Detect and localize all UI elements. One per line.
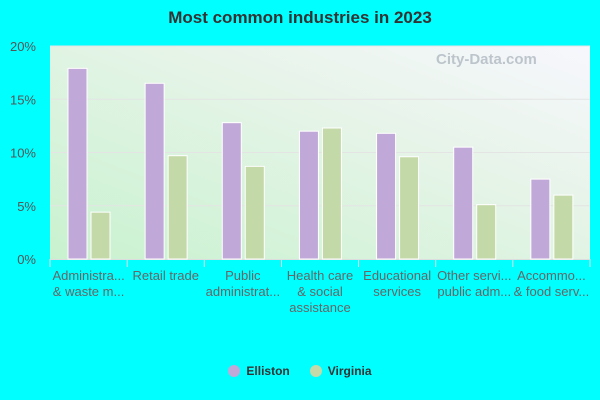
legend-swatch <box>309 365 322 377</box>
legend-swatch <box>228 365 241 377</box>
bar-virginia <box>399 156 420 260</box>
chart-title: Most common industries in 2023 <box>168 8 432 27</box>
legend-item: Elliston <box>228 364 290 378</box>
bar-elliston <box>144 82 165 260</box>
category-label: services <box>373 284 421 299</box>
y-tick-label: 10% <box>10 146 36 161</box>
bar-elliston <box>67 67 88 260</box>
category-label: & social <box>297 284 343 299</box>
category-label: Educational <box>363 268 431 283</box>
category-label: Accommo... <box>517 268 586 283</box>
bar-elliston <box>530 178 551 260</box>
bar-virginia <box>553 194 574 260</box>
bar-virginia <box>476 204 497 260</box>
bar-virginia <box>90 211 111 260</box>
category-label: assistance <box>289 300 350 315</box>
y-tick-label: 15% <box>10 92 36 107</box>
category-label: Administra... <box>52 268 124 283</box>
legend-item: Virginia <box>309 364 372 378</box>
legend-label: Elliston <box>246 364 290 378</box>
bar-elliston <box>376 132 397 260</box>
watermark: City-Data.com <box>436 51 537 68</box>
bar-virginia <box>167 155 188 260</box>
bar-elliston <box>298 130 319 260</box>
y-tick-label: 0% <box>17 252 36 267</box>
bar-virginia <box>321 127 342 260</box>
category-label: public adm... <box>437 284 511 299</box>
category-label: Health care <box>287 268 353 283</box>
category-label: administrat... <box>206 284 280 299</box>
bar-elliston <box>221 122 242 260</box>
bar-elliston <box>453 146 474 260</box>
category-label: Public <box>225 268 261 283</box>
category-label: Retail trade <box>132 268 198 283</box>
bar-virginia <box>244 165 265 260</box>
y-tick-label: 5% <box>17 199 36 214</box>
legend: Elliston Virginia <box>0 364 600 378</box>
legend-label: Virginia <box>327 364 372 378</box>
y-tick-label: 20% <box>10 39 36 54</box>
category-label: Other servi... <box>437 268 511 283</box>
category-label: & food serv... <box>514 284 590 299</box>
category-label: & waste m... <box>53 284 125 299</box>
